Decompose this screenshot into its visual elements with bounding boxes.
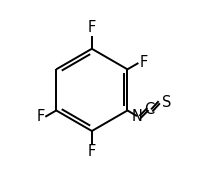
Text: F: F [36, 109, 44, 124]
Text: F: F [88, 144, 96, 159]
Text: F: F [139, 56, 148, 70]
Text: S: S [162, 95, 171, 110]
Text: F: F [88, 20, 96, 35]
Text: C: C [144, 102, 155, 117]
Text: N: N [132, 109, 143, 124]
